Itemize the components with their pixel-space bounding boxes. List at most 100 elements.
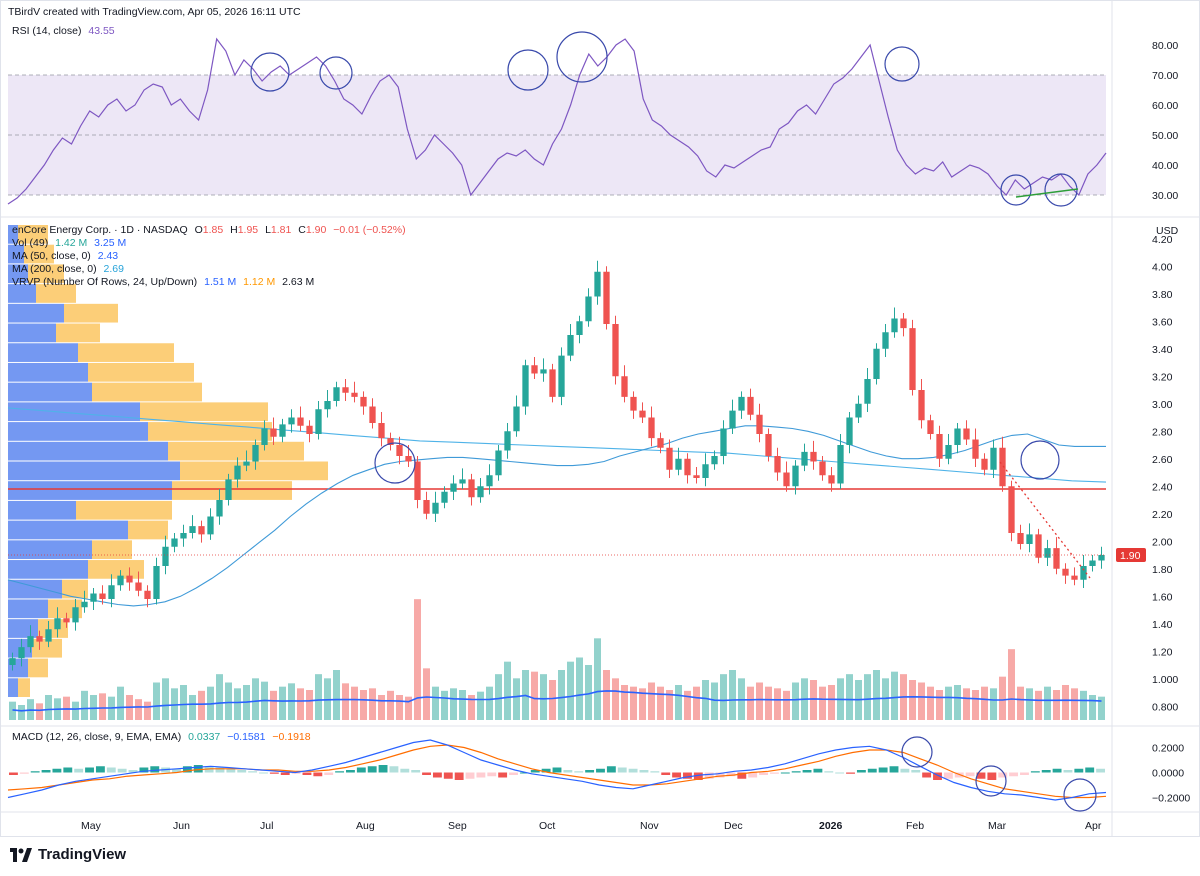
macd-histogram-bar: [661, 772, 671, 775]
ma200-legend: MA (200, close, 0) 2.69: [12, 263, 128, 275]
macd-histogram-bar: [987, 772, 997, 780]
candle-body: [468, 479, 475, 498]
rsi-annotation-circle: [884, 46, 920, 82]
macd-histogram-bar: [400, 768, 410, 773]
macd-histogram-bar: [1052, 768, 1062, 773]
candle-body: [1062, 568, 1069, 576]
rsi-annotation-circle: [319, 56, 353, 90]
macd-histogram-bar: [519, 772, 529, 774]
volume-bar: [1053, 690, 1060, 720]
volume-bar: [396, 695, 403, 720]
volume-bar: [990, 688, 997, 720]
rsi-annotation-circle: [250, 52, 290, 92]
vrvp-up-bar: [8, 579, 62, 599]
macd-histogram-bar: [52, 768, 62, 773]
candle-body: [693, 475, 700, 478]
macd-histogram-bar: [182, 766, 192, 773]
close-value: 1.90: [305, 224, 327, 236]
volume-bar: [189, 695, 196, 720]
candle-body: [36, 636, 43, 642]
macd-axis-tick: 0.2000: [1152, 743, 1184, 755]
macd-histogram-bar: [454, 772, 464, 780]
candle-body: [792, 465, 799, 487]
macd-histogram-bar: [769, 772, 779, 774]
candle-body: [846, 417, 853, 445]
candle-body: [477, 486, 484, 498]
candle-body: [747, 396, 754, 415]
volume-bar: [369, 688, 376, 720]
macd-histogram-bar: [19, 772, 29, 774]
volume-bar: [648, 682, 655, 720]
candle-body: [945, 445, 952, 459]
candle-body: [981, 458, 988, 470]
candle-body: [243, 461, 250, 466]
macd-line-value: −0.1581: [227, 731, 266, 743]
candle-body: [81, 601, 88, 608]
vrvp-down-bar: [92, 540, 132, 560]
time-axis-tick: Aug: [356, 820, 375, 832]
vrvp-total: 2.63 M: [282, 276, 315, 288]
volume-bar: [135, 699, 142, 720]
change-value: −0.01 (−0.52%): [333, 224, 406, 236]
macd-axis-tick: 0.0000: [1152, 768, 1184, 780]
price-axis-tick: 3.60: [1152, 316, 1173, 328]
volume-bar: [873, 670, 880, 720]
time-axis-tick: May: [81, 820, 102, 832]
macd-line: [7, 739, 1107, 801]
candle-body: [1044, 548, 1051, 558]
candle-body: [828, 475, 835, 484]
candle-body: [351, 392, 358, 397]
time-axis-tick: 2026: [819, 820, 843, 832]
macd-histogram-bar: [1085, 767, 1095, 773]
price-axis-tick: 2.80: [1152, 426, 1173, 438]
volume-bar: [774, 688, 781, 720]
vol-value-2: 3.25 M: [94, 237, 127, 249]
macd-histogram-bar: [106, 767, 116, 773]
volume-bar: [1026, 688, 1033, 720]
volume-bar: [585, 665, 592, 720]
macd-histogram-bar: [422, 772, 431, 775]
candle-body: [702, 464, 709, 478]
vrvp-down-bar: [168, 441, 304, 461]
volume-bar: [504, 661, 511, 720]
volume-bar: [720, 674, 727, 720]
ma200-label: MA (200, close, 0): [12, 263, 97, 275]
macd-histogram-bar: [911, 770, 921, 773]
vrvp-up-bar: [8, 323, 56, 343]
macd-histogram-bar: [759, 772, 768, 775]
tradingview-logo[interactable]: TradingView: [10, 846, 126, 863]
volume-bar: [297, 688, 304, 720]
volume-bar: [621, 685, 628, 720]
candle-body: [855, 403, 862, 418]
macd-histogram-bar: [172, 768, 181, 773]
macd-histogram-bar: [943, 772, 953, 779]
volume-bar: [1008, 649, 1015, 720]
macd-axis-tick: −0.2000: [1152, 793, 1190, 805]
vrvp-up-bar: [8, 520, 128, 540]
last-price-badge: [1116, 548, 1146, 562]
candle-body: [891, 318, 898, 333]
volume-bar: [315, 674, 322, 720]
macd-histogram-bar: [672, 772, 682, 778]
volume-bar: [486, 686, 493, 720]
volume-bar: [252, 678, 259, 720]
macd-histogram-bar: [346, 770, 355, 773]
last-price-label: 1.90: [1120, 550, 1141, 562]
volume-bar: [756, 682, 763, 720]
candle-body: [576, 321, 583, 335]
volume-bar: [702, 680, 709, 720]
candle-body: [882, 332, 889, 349]
macd-histogram-bar: [867, 768, 877, 773]
volume-bar: [306, 690, 313, 720]
candle-body: [441, 491, 448, 503]
macd-histogram-bar: [1041, 770, 1051, 773]
time-axis-tick: Jun: [173, 820, 190, 832]
candle-body: [909, 328, 916, 390]
macd-histogram-bar: [280, 772, 290, 775]
price-axis-tick: 2.40: [1152, 481, 1173, 493]
candle-body: [594, 271, 601, 297]
macd-histogram-bar: [704, 772, 714, 779]
macd-histogram-bar: [585, 770, 595, 773]
candle-body: [144, 590, 151, 599]
